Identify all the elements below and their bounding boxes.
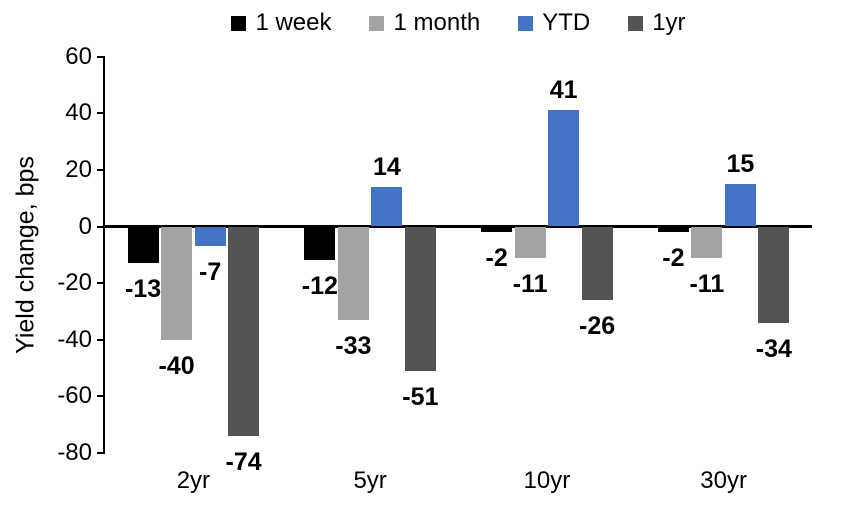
data-label-1-week-2yr: -13 xyxy=(125,275,162,304)
y-axis-tick-label: 60 xyxy=(65,42,92,70)
bar-1-week-30yr xyxy=(657,226,689,233)
bar-1-week-2yr xyxy=(127,226,159,264)
bar-ytd-10yr xyxy=(548,110,580,227)
data-label-1yr-2yr: -74 xyxy=(225,447,262,476)
bar-1-month-5yr xyxy=(337,226,369,320)
x-axis-category-label: 5yr xyxy=(353,467,387,494)
y-axis-tick-label: -80 xyxy=(57,438,92,466)
data-label-1-week-30yr: -2 xyxy=(662,244,685,273)
data-label-ytd-30yr: 15 xyxy=(726,150,755,179)
data-label-ytd-5yr: 14 xyxy=(372,152,401,181)
bar-1yr-2yr xyxy=(228,226,260,436)
y-axis-tick-label: 20 xyxy=(65,155,92,183)
x-axis-category-label: 10yr xyxy=(523,467,571,494)
bar-1-month-2yr xyxy=(161,226,193,340)
y-axis-tick-mark xyxy=(97,225,105,228)
legend-item-1-month: 1 month xyxy=(369,9,480,37)
legend-label: 1 month xyxy=(393,9,481,36)
legend-swatch-1yr-icon xyxy=(628,15,644,31)
legend-swatch-1-week-icon xyxy=(231,15,247,31)
y-axis-tick-label: -20 xyxy=(57,269,92,297)
bar-1-week-5yr xyxy=(304,226,336,261)
data-label-1yr-30yr: -34 xyxy=(755,334,792,363)
bar-1yr-5yr xyxy=(404,226,436,371)
legend-label: 1yr xyxy=(652,9,686,36)
y-axis-tick-mark xyxy=(97,112,105,115)
data-label-1-month-30yr: -11 xyxy=(689,269,725,298)
legend-label: 1 week xyxy=(255,9,332,36)
legend-label: YTD xyxy=(542,9,591,36)
legend-item-ytd: YTD xyxy=(518,9,590,37)
y-axis-tick-mark xyxy=(97,55,105,58)
legend-item-1yr: 1yr xyxy=(628,9,686,37)
y-axis-tick-label: -40 xyxy=(57,325,92,353)
data-label-1yr-5yr: -51 xyxy=(402,382,439,411)
legend-swatch-1-month-icon xyxy=(369,15,385,31)
bar-1yr-10yr xyxy=(581,226,613,301)
bar-1-week-10yr xyxy=(481,226,513,233)
bar-ytd-2yr xyxy=(194,226,226,247)
y-axis-tick-mark xyxy=(97,338,105,341)
data-label-ytd-10yr: 41 xyxy=(549,76,578,105)
legend-item-1-week: 1 week xyxy=(231,9,331,37)
x-axis-category-label: 2yr xyxy=(176,467,211,494)
y-axis-tick-mark xyxy=(97,282,105,285)
data-label-1-month-10yr: -11 xyxy=(512,269,548,298)
y-axis-tick-mark xyxy=(97,395,105,398)
chart-legend: 1 week 1 month YTD 1yr xyxy=(105,6,812,40)
x-axis-line xyxy=(105,225,812,228)
y-axis-tick-mark xyxy=(97,451,105,454)
bar-ytd-5yr xyxy=(371,186,403,227)
data-label-1-month-5yr: -33 xyxy=(335,331,372,360)
data-label-1-week-10yr: -2 xyxy=(485,244,508,273)
y-axis-line xyxy=(103,56,105,453)
data-label-ytd-2yr: -7 xyxy=(199,258,222,287)
data-label-1yr-10yr: -26 xyxy=(579,312,616,341)
bar-ytd-30yr xyxy=(724,184,756,227)
x-axis-category-label: 30yr xyxy=(700,467,747,494)
bar-1-month-10yr xyxy=(514,226,546,258)
y-axis-tick-label: 0 xyxy=(78,212,92,240)
legend-swatch-ytd-icon xyxy=(518,15,534,31)
y-axis-tick-label: 40 xyxy=(65,99,92,127)
y-axis-tick-label: -60 xyxy=(57,382,92,410)
data-label-1-month-2yr: -40 xyxy=(158,351,195,380)
bar-1yr-30yr xyxy=(758,226,790,323)
bar-1-month-30yr xyxy=(691,226,723,258)
y-axis-tick-mark xyxy=(97,168,105,171)
data-label-1-week-5yr: -12 xyxy=(301,272,338,301)
